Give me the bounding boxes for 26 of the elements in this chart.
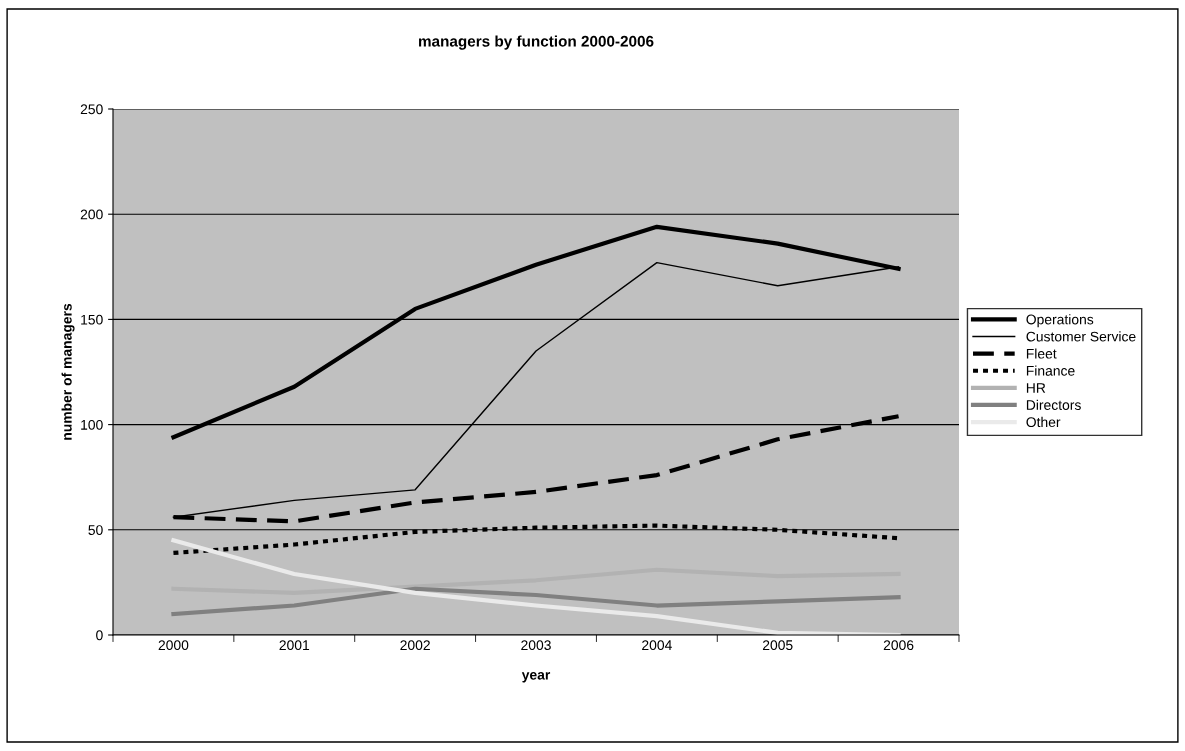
x-tick-label: 2006 — [883, 640, 914, 651]
legend-label: Operations — [1026, 314, 1094, 328]
y-tick-label: 150 — [81, 314, 103, 325]
y-tick-label: 0 — [96, 630, 103, 641]
x-tick-label: 2000 — [158, 640, 189, 651]
legend-label: Directors — [1026, 399, 1081, 410]
x-tick-label: 2002 — [400, 640, 430, 651]
x-tick-label: 2001 — [279, 640, 310, 651]
y-axis-title: number of managers — [61, 303, 75, 440]
y-tick-label: 250 — [80, 104, 103, 115]
x-tick-label: 2003 — [521, 640, 551, 651]
y-tick-label: 200 — [80, 209, 103, 220]
legend-label: Other — [1026, 416, 1061, 428]
line-series — [171, 586, 901, 617]
legend-label: Customer Service — [1026, 331, 1136, 342]
y-tick-label: 50 — [88, 525, 103, 535]
legend-label: HR — [1026, 383, 1046, 393]
line-series — [171, 538, 901, 635]
x-tick-label: 2005 — [762, 640, 793, 651]
x-tick-label: 2004 — [642, 640, 672, 651]
chart-title: managers by function 2000-2006 — [418, 35, 654, 50]
y-tick-label: 100 — [81, 419, 103, 430]
legend-label: Fleet — [1026, 348, 1057, 359]
line-series — [171, 567, 901, 596]
legend-label: Finance — [1026, 365, 1075, 376]
x-axis-title: year — [521, 672, 551, 683]
